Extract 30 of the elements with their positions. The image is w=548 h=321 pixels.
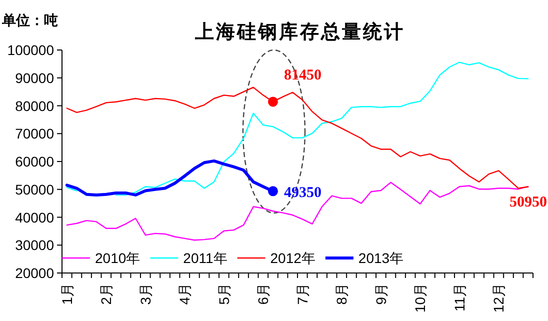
y-tick-label: 30000 <box>15 237 54 254</box>
y-tick-label: 50000 <box>15 181 54 198</box>
x-tick-label: 11月 <box>451 283 468 312</box>
data-label: 49350 <box>284 185 322 202</box>
y-axis-title: 单位：吨 <box>1 13 58 29</box>
y-tick-label: 40000 <box>15 209 54 226</box>
y-tick-label: 90000 <box>15 70 54 86</box>
legend-label: 2010年 <box>95 250 140 266</box>
y-tick-label: 20000 <box>15 265 54 281</box>
x-tick-label: 7月 <box>294 283 310 305</box>
x-tick-label: 12月 <box>490 283 507 313</box>
x-tick-label: 5月 <box>216 283 232 305</box>
chart-title: 上海硅钢库存总量统计 <box>194 21 405 43</box>
x-tick-label: 2月 <box>98 283 114 305</box>
legend-label: 2013年 <box>358 250 404 266</box>
y-tick-label: 80000 <box>15 98 54 114</box>
x-tick-label: 8月 <box>334 283 350 305</box>
x-tick-label: 4月 <box>176 283 193 305</box>
x-tick-label: 3月 <box>137 283 154 305</box>
legend-label: 2012年 <box>270 250 316 266</box>
y-tick-label: 100000 <box>7 42 54 58</box>
legend-label: 2011年 <box>183 250 228 266</box>
y-tick-label: 70000 <box>15 126 54 142</box>
x-tick-label: 10月 <box>412 283 428 313</box>
x-tick-label: 9月 <box>372 283 389 305</box>
x-tick-label: 1月 <box>58 283 75 305</box>
y-tick-label: 60000 <box>15 154 54 170</box>
data-label: 50950 <box>510 194 547 211</box>
data-label: 81450 <box>284 68 322 84</box>
x-tick-label: 6月 <box>255 283 272 305</box>
